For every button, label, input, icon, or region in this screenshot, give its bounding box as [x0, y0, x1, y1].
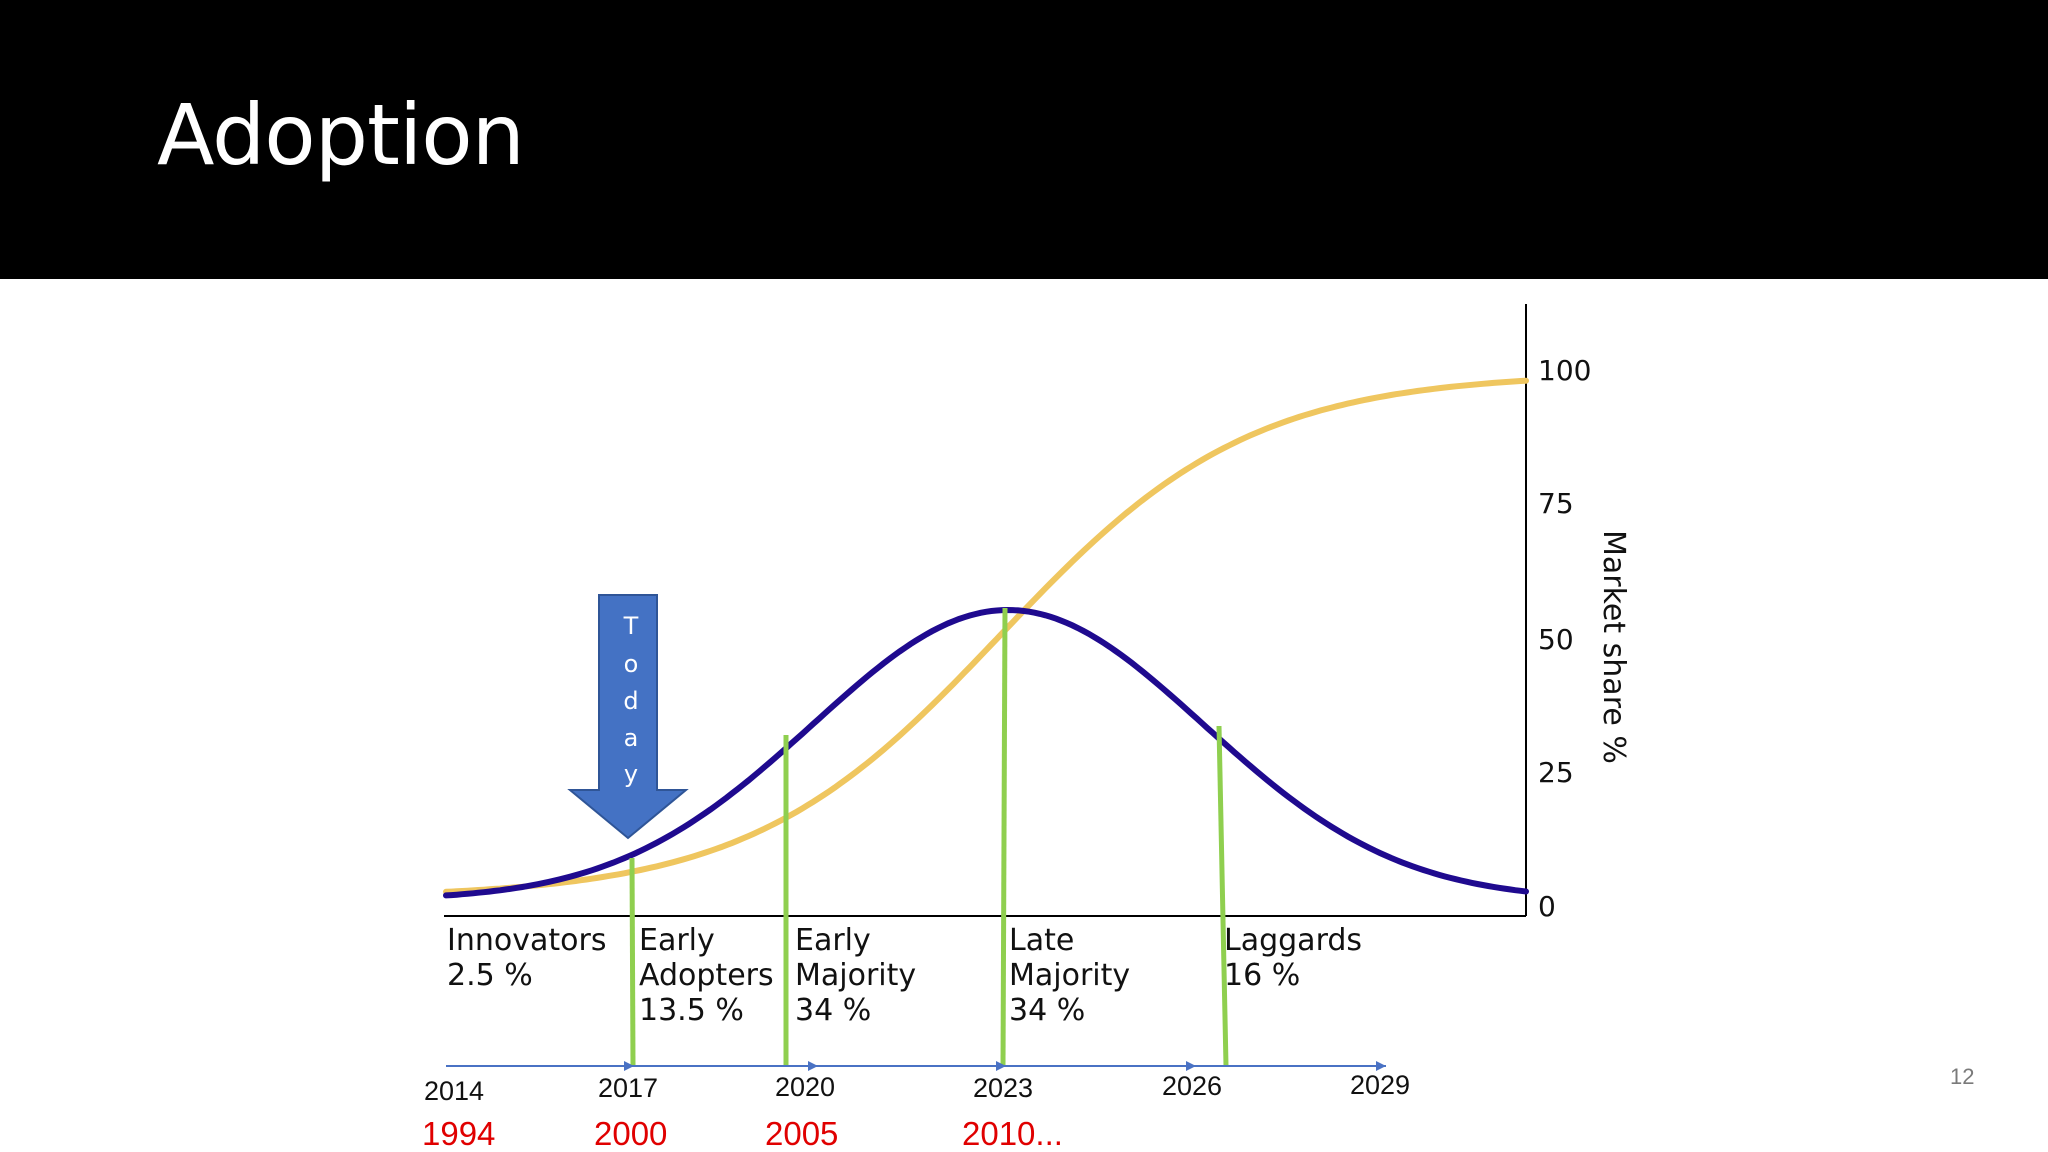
today-arrow-icon [567, 594, 689, 840]
late-majority-share: 34 % [1009, 993, 1085, 1028]
original-year-1994: 1994 [422, 1115, 495, 1152]
timeline-year-2023: 2023 [973, 1073, 1033, 1103]
innovators-share: 2.5 % [447, 958, 533, 993]
timeline-arrow-2023 [996, 1061, 1006, 1071]
timeline-year-2020: 2020 [775, 1072, 835, 1102]
late-majority-line1: Late [1009, 923, 1074, 958]
today-letter-a: a [624, 724, 639, 752]
original-year-2005: 2005 [765, 1115, 838, 1152]
early-majority-line1: Early [795, 923, 871, 958]
today-letter-o: o [624, 650, 639, 678]
early-majority-line2: Majority [795, 958, 916, 993]
slide-number: 12 [1950, 1064, 1975, 1089]
timeline-arrow-2029 [1376, 1061, 1386, 1071]
segment-label-late-majority: Late Majority 34 % [1009, 923, 1130, 1028]
segment-divider-late-majority [1000, 607, 1008, 1067]
laggards-share: 16 % [1224, 958, 1300, 993]
timeline-year-2029: 2029 [1350, 1070, 1410, 1100]
segment-divider-early-adopters [629, 857, 636, 1067]
adoption-bell-curve [443, 606, 1529, 899]
y-tick-100: 100 [1538, 354, 1591, 387]
today-letter-y: y [624, 760, 638, 788]
segment-label-early-adopters: Early Adopters 13.5 % [639, 923, 774, 1028]
segment-divider-laggards [1216, 725, 1229, 1067]
today-letter-d: d [623, 687, 638, 715]
original-year-2010: 2010... [962, 1115, 1063, 1152]
today-letter-t: T [623, 612, 639, 640]
timeline-arrow-2026 [1186, 1061, 1196, 1071]
cumulative-s-curve [443, 377, 1529, 895]
timeline-arrow-2017 [624, 1061, 634, 1071]
y-axis-label: Market share % [1596, 530, 1631, 764]
timeline-year-2017: 2017 [598, 1073, 658, 1103]
segment-label-early-majority: Early Majority 34 % [795, 923, 916, 1028]
today-marker: T o d a y [567, 594, 689, 840]
original-year-2000: 2000 [594, 1115, 667, 1152]
y-tick-0: 0 [1538, 890, 1556, 923]
segment-label-innovators: Innovators 2.5 % [447, 923, 606, 993]
innovators-name: Innovators [447, 923, 606, 958]
late-majority-line2: Majority [1009, 958, 1130, 993]
segment-label-laggards: Laggards 16 % [1224, 923, 1362, 993]
laggards-name: Laggards [1224, 923, 1362, 958]
y-tick-75: 75 [1538, 487, 1574, 520]
timeline-year-2014: 2014 [424, 1076, 484, 1106]
early-adopters-line1: Early [639, 923, 715, 958]
early-majority-share: 34 % [795, 993, 871, 1028]
early-adopters-share: 13.5 % [639, 993, 744, 1028]
early-adopters-line2: Adopters [639, 958, 774, 993]
timeline-year-2026: 2026 [1162, 1071, 1222, 1101]
timeline-arrow-2020 [808, 1061, 818, 1071]
header-bar: Adoption [0, 0, 2048, 279]
y-tick-50: 50 [1538, 623, 1574, 656]
slide-title: Adoption [157, 86, 525, 184]
y-tick-25: 25 [1538, 756, 1574, 789]
